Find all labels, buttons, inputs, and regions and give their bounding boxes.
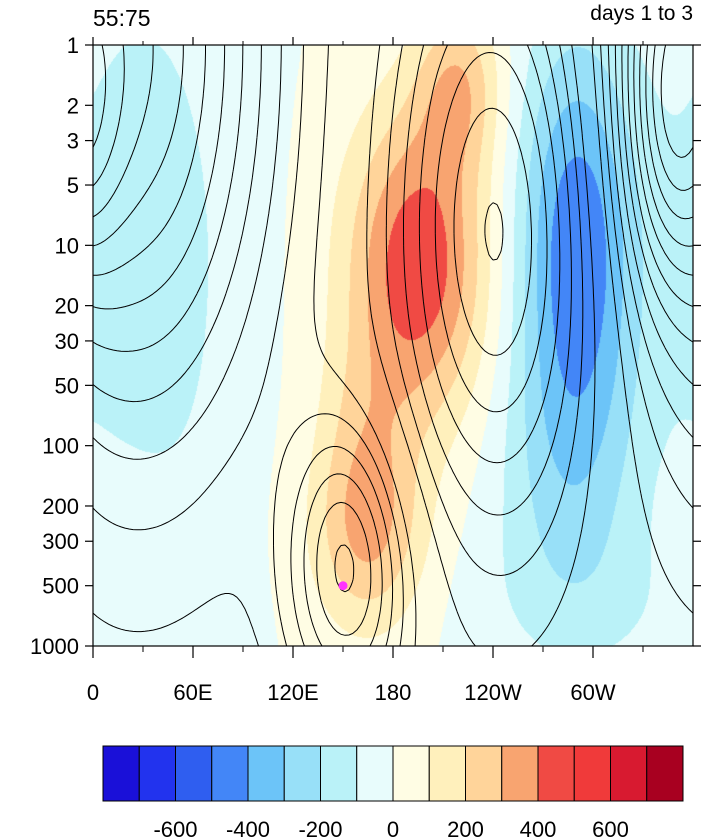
contour-negative: [403, 45, 572, 516]
y-tick-label: 10: [55, 233, 79, 258]
y-tick-label: 30: [55, 329, 79, 354]
colorbar-label: 200: [447, 817, 484, 838]
contour-positive: [93, 45, 693, 247]
colorbar-label: 400: [520, 817, 557, 838]
colorbar-label: 600: [592, 817, 629, 838]
colorbar-box: [646, 745, 684, 802]
colorbar-box: [356, 745, 394, 802]
colorbar-box: [501, 745, 539, 802]
y-tick-label: 5: [67, 173, 79, 198]
colorbar-box: [610, 745, 648, 802]
title-left: 55:75: [93, 5, 151, 31]
colorbar-box: [247, 745, 285, 802]
location-marker: [338, 581, 348, 591]
y-tick-label: 3: [67, 129, 79, 154]
title-right: days 1 to 3: [590, 2, 693, 25]
contour-positive: [93, 45, 693, 646]
colorbar-box: [428, 745, 466, 802]
y-tick-label: 200: [42, 494, 79, 519]
contour-positive: [93, 45, 693, 636]
contour-positive: [93, 45, 693, 593]
y-tick-label: 500: [42, 574, 79, 599]
colorbar-box: [537, 745, 575, 802]
x-tick-label: 60E: [173, 680, 212, 705]
contour-positive: [93, 45, 693, 220]
contour-positive: [93, 45, 693, 158]
contour-lines: [93, 45, 693, 646]
shaded-field: [93, 45, 693, 646]
colorbar-box: [320, 745, 358, 802]
x-tick-label: 120E: [267, 680, 318, 705]
y-tick-label: 1: [67, 33, 79, 58]
colorbar-label: -200: [298, 817, 342, 838]
contour-negative: [385, 45, 584, 576]
plot-area: [92, 44, 694, 647]
colorbar-box: [392, 745, 430, 802]
x-tick-label: 60W: [570, 680, 615, 705]
contour-positive: [93, 45, 693, 646]
contour-negative: [434, 52, 548, 413]
y-axis: 1 2 3 5 10 20 30 50 100 200 300 500 1000: [30, 33, 701, 659]
x-tick-label: 120W: [464, 680, 522, 705]
colorbar-box: [283, 745, 321, 802]
contour-positive: [93, 45, 693, 646]
contour-positive: [93, 45, 693, 646]
x-axis: 0 60E 120E 180 120W 60W: [87, 37, 644, 705]
colorbar-label: -600: [153, 817, 197, 838]
contour-negative: [366, 45, 596, 646]
colorbar-box: [573, 745, 611, 802]
colorbar-box: [138, 745, 176, 802]
y-tick-label: 100: [42, 434, 79, 459]
colorbar-label: -400: [226, 817, 270, 838]
contour-negative: [453, 107, 532, 356]
y-tick-label: 1000: [30, 634, 79, 659]
y-tick-label: 300: [42, 529, 79, 554]
y-tick-label: 50: [55, 373, 79, 398]
colorbar-label: 0: [387, 817, 399, 838]
x-tick-label: 180: [375, 680, 412, 705]
contour-positive: [93, 45, 693, 191]
colorbar-box: [175, 745, 213, 802]
x-tick-label: 0: [87, 680, 99, 705]
colorbar-box: [211, 745, 249, 802]
contour-negative: [484, 202, 504, 261]
contour-negative: [418, 45, 561, 464]
y-tick-label: 2: [67, 93, 79, 118]
contour-positive: [93, 45, 693, 276]
colorbar-box: [102, 745, 140, 802]
colorbar: -600 -400 -200 0 200 400 600: [102, 745, 684, 838]
y-tick-label: 20: [55, 294, 79, 319]
colorbar-box: [465, 745, 503, 802]
